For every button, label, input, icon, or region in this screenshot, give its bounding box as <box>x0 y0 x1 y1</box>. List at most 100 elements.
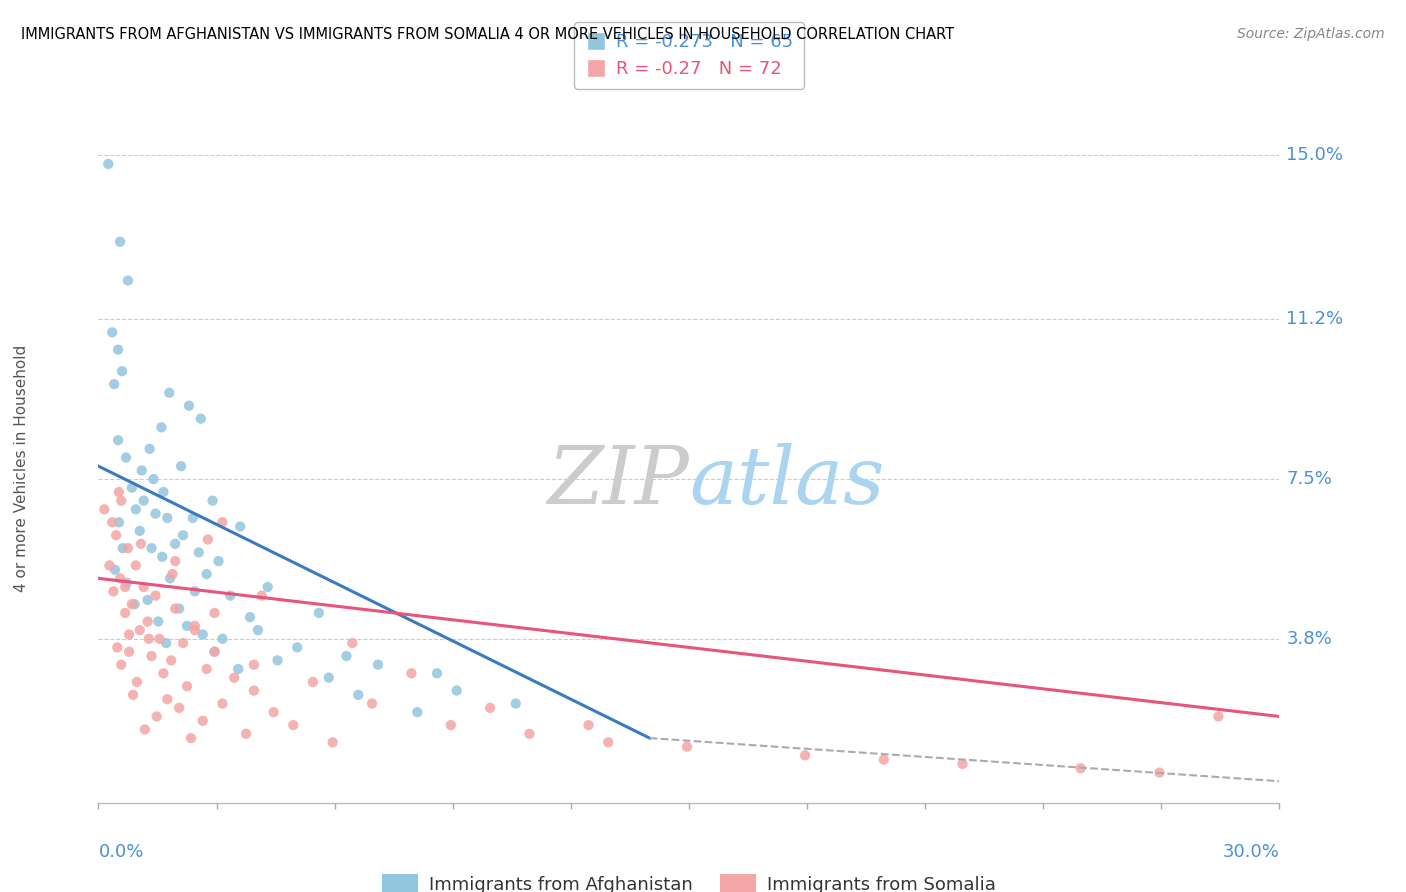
Point <box>177 399 200 413</box>
Point <box>165 601 187 615</box>
Text: IMMIGRANTS FROM AFGHANISTAN VS IMMIGRANTS FROM SOMALIA 4 OR MORE VEHICLES IN HOU: IMMIGRANTS FROM AFGHANISTAN VS IMMIGRANT… <box>21 27 955 42</box>
Point <box>132 580 155 594</box>
Point <box>952 756 974 771</box>
Point <box>141 648 163 663</box>
Point <box>195 567 218 582</box>
Point <box>1208 709 1230 723</box>
Point <box>108 515 131 529</box>
Point <box>148 615 170 629</box>
Point <box>256 580 278 594</box>
Point <box>152 666 174 681</box>
Point <box>121 597 143 611</box>
Point <box>191 627 214 641</box>
Point <box>145 709 167 723</box>
Point <box>98 558 121 573</box>
Point <box>1149 765 1171 780</box>
Point <box>110 493 132 508</box>
Point <box>150 420 173 434</box>
Point <box>136 593 159 607</box>
Point <box>406 705 429 719</box>
Point <box>162 567 184 582</box>
Point <box>578 718 600 732</box>
Point <box>117 541 139 556</box>
Point <box>187 545 209 559</box>
Point <box>152 485 174 500</box>
Point <box>283 718 305 732</box>
Point <box>111 541 134 556</box>
Point <box>165 554 187 568</box>
Point <box>361 697 384 711</box>
Point <box>117 274 139 288</box>
Point <box>103 584 125 599</box>
Point <box>107 434 129 448</box>
Point <box>367 657 389 672</box>
Point <box>440 718 463 732</box>
Point <box>132 493 155 508</box>
Point <box>197 533 219 547</box>
Text: Source: ZipAtlas.com: Source: ZipAtlas.com <box>1237 27 1385 41</box>
Point <box>519 727 541 741</box>
Point <box>124 597 146 611</box>
Point <box>239 610 262 624</box>
Text: 30.0%: 30.0% <box>1223 843 1279 861</box>
Point <box>115 575 138 590</box>
Point <box>207 554 229 568</box>
Point <box>157 385 180 400</box>
Text: atlas: atlas <box>689 443 884 520</box>
Point <box>141 541 163 556</box>
Point <box>191 714 214 728</box>
Point <box>246 623 269 637</box>
Legend: Immigrants from Afghanistan, Immigrants from Somalia: Immigrants from Afghanistan, Immigrants … <box>375 867 1002 892</box>
Point <box>115 450 138 465</box>
Point <box>226 662 249 676</box>
Text: 4 or more Vehicles in Household: 4 or more Vehicles in Household <box>14 344 30 592</box>
Point <box>211 632 233 646</box>
Point <box>122 688 145 702</box>
Point <box>322 735 344 749</box>
Point <box>129 537 152 551</box>
Point <box>266 653 288 667</box>
Point <box>302 675 325 690</box>
Point <box>145 589 167 603</box>
Point <box>136 615 159 629</box>
Point <box>181 511 204 525</box>
Point <box>172 528 194 542</box>
Point <box>142 472 165 486</box>
Point <box>108 571 131 585</box>
Point <box>105 640 128 655</box>
Point <box>195 662 218 676</box>
Point <box>479 701 502 715</box>
Point <box>128 623 150 637</box>
Point <box>156 692 179 706</box>
Point <box>97 157 120 171</box>
Point <box>167 701 190 715</box>
Point <box>184 623 207 637</box>
Text: 15.0%: 15.0% <box>1286 146 1344 164</box>
Point <box>104 563 127 577</box>
Point <box>167 601 190 615</box>
Point <box>676 739 699 754</box>
Point <box>150 549 173 564</box>
Point <box>138 632 160 646</box>
Point <box>794 748 817 763</box>
Point <box>204 645 226 659</box>
Point <box>110 657 132 672</box>
Point <box>446 683 468 698</box>
Point <box>873 753 896 767</box>
Point <box>111 364 134 378</box>
Point <box>342 636 364 650</box>
Text: ZIP: ZIP <box>547 443 689 520</box>
Point <box>224 671 246 685</box>
Point <box>308 606 330 620</box>
Point <box>1070 761 1092 775</box>
Point <box>138 442 160 456</box>
Point <box>318 671 340 685</box>
Point <box>101 326 124 340</box>
Point <box>125 558 148 573</box>
Point <box>250 589 273 603</box>
Point <box>121 481 143 495</box>
Point <box>105 528 128 542</box>
Point <box>229 519 252 533</box>
Point <box>93 502 115 516</box>
Point <box>170 459 193 474</box>
